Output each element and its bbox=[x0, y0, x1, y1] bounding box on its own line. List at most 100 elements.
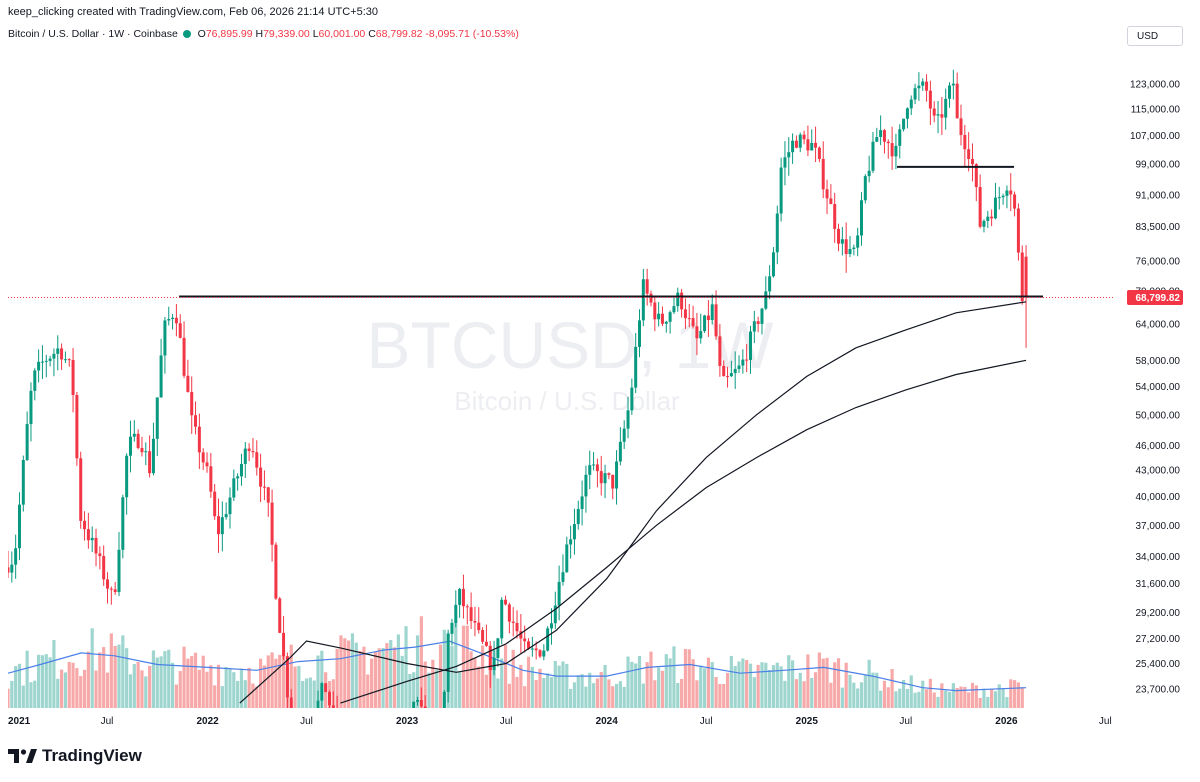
candle-body bbox=[572, 524, 576, 540]
candle-body bbox=[748, 331, 752, 360]
volume-bar bbox=[320, 650, 324, 708]
time-tick-label: Jul bbox=[500, 716, 513, 727]
candle-body bbox=[151, 438, 155, 474]
volume-bar bbox=[44, 654, 48, 708]
volume-bar bbox=[477, 666, 481, 708]
candle-body bbox=[737, 365, 741, 369]
volume-bar bbox=[362, 646, 366, 708]
candle-body bbox=[301, 708, 304, 709]
candle-body bbox=[469, 607, 473, 622]
volume-bar bbox=[729, 655, 733, 708]
high-value: 79,339.00 bbox=[263, 28, 310, 40]
candle-body bbox=[362, 708, 365, 709]
volume-bar bbox=[603, 664, 607, 708]
candle-body bbox=[439, 708, 442, 709]
candle-body bbox=[359, 708, 362, 709]
last-price-label: 68,799.82 bbox=[1136, 293, 1181, 304]
candle-body bbox=[993, 197, 997, 219]
high-label: H bbox=[255, 28, 264, 40]
volume-bar bbox=[940, 683, 944, 708]
volume-bar bbox=[369, 658, 374, 708]
volume-bar bbox=[259, 658, 263, 708]
candle-body bbox=[140, 447, 144, 453]
volume-bar bbox=[886, 687, 890, 708]
symbol-title[interactable]: Bitcoin / U.S. Dollar · 1W · Coinbase bbox=[8, 28, 178, 40]
candle-body bbox=[21, 460, 25, 505]
volume-bar bbox=[201, 655, 205, 708]
volume-bar bbox=[676, 682, 680, 708]
price-tick-label: 43,000.00 bbox=[1136, 466, 1181, 477]
candle-body bbox=[113, 589, 117, 593]
candle-body bbox=[446, 633, 450, 692]
candle-body bbox=[955, 83, 959, 119]
symbol-legend[interactable]: Bitcoin / U.S. Dollar · 1W · Coinbase O7… bbox=[8, 28, 519, 40]
price-axis[interactable]: 123,000.00 115,000.00 107,000.00 99,000.00 9… bbox=[1130, 80, 1180, 696]
volume-bar bbox=[848, 674, 852, 708]
candle-body bbox=[132, 433, 136, 437]
volume-bar bbox=[335, 648, 339, 708]
candle-body bbox=[691, 318, 695, 327]
volume-bar bbox=[220, 686, 224, 708]
moving-averages bbox=[239, 301, 1027, 704]
candle-body bbox=[657, 313, 661, 320]
volume-bar bbox=[825, 657, 829, 708]
volume-bar bbox=[595, 678, 600, 708]
chart-credit: keep_clicking created with TradingView.c… bbox=[8, 6, 379, 18]
price-tick-label: 64,000.00 bbox=[1136, 320, 1181, 331]
candle-body bbox=[944, 98, 948, 118]
volume-bar bbox=[33, 680, 37, 708]
volume-bar bbox=[266, 655, 270, 708]
candle-body bbox=[848, 249, 852, 255]
volume-bar bbox=[136, 662, 140, 708]
volume-bar bbox=[683, 648, 688, 708]
support-lines[interactable] bbox=[8, 165, 1113, 299]
candle-body bbox=[316, 700, 320, 708]
candle-body bbox=[378, 708, 381, 709]
candle-body bbox=[921, 81, 925, 86]
candle-body bbox=[833, 204, 837, 229]
price-tick-label: 27,200.00 bbox=[1136, 634, 1181, 645]
candle-body bbox=[595, 464, 599, 472]
price-tick-label: 91,000.00 bbox=[1136, 190, 1181, 201]
candle-body bbox=[967, 149, 971, 159]
volume-bar bbox=[86, 651, 90, 708]
candle-body bbox=[511, 621, 515, 623]
candle-body bbox=[435, 708, 438, 709]
volume-bar bbox=[170, 662, 175, 708]
volume-bar bbox=[641, 683, 645, 708]
volume-bar bbox=[113, 645, 117, 708]
volume-bar bbox=[354, 642, 358, 708]
candle-body bbox=[599, 471, 603, 484]
volume-bar bbox=[347, 640, 351, 708]
candle-body bbox=[144, 451, 148, 453]
time-tick-label: 2025 bbox=[796, 716, 819, 727]
time-axis[interactable]: 2021 Jul 2022 Jul 2023 Jul 2024 Jul 2025 Jul 2026 J… bbox=[8, 716, 1112, 727]
volume-bar bbox=[125, 648, 129, 708]
currency-selector[interactable]: USD bbox=[1127, 26, 1183, 46]
volume-bar bbox=[17, 663, 22, 708]
volume-bar bbox=[928, 678, 932, 708]
candle-body bbox=[997, 197, 1001, 199]
candle-body bbox=[856, 235, 860, 248]
candle-body bbox=[109, 588, 113, 590]
candle-body bbox=[220, 517, 224, 535]
volume-bar bbox=[105, 672, 110, 708]
volume-bar bbox=[856, 688, 860, 708]
candle-body bbox=[213, 491, 217, 517]
volume-bar bbox=[458, 671, 462, 708]
candle-body bbox=[882, 130, 886, 142]
volume-bar bbox=[465, 625, 469, 708]
tradingview-brand[interactable]: TradingView bbox=[8, 746, 142, 766]
volume-bar bbox=[810, 677, 814, 708]
volume-bar bbox=[664, 654, 668, 708]
volume-bar bbox=[779, 666, 783, 708]
time-tick-label: Jul bbox=[899, 716, 912, 727]
candle-body bbox=[527, 641, 531, 649]
volume-bar bbox=[94, 670, 98, 708]
candle-body bbox=[285, 656, 289, 698]
candle-body bbox=[163, 320, 167, 356]
candle-body bbox=[664, 321, 668, 324]
brand-name: TradingView bbox=[42, 746, 142, 765]
volume-bar bbox=[691, 659, 695, 708]
